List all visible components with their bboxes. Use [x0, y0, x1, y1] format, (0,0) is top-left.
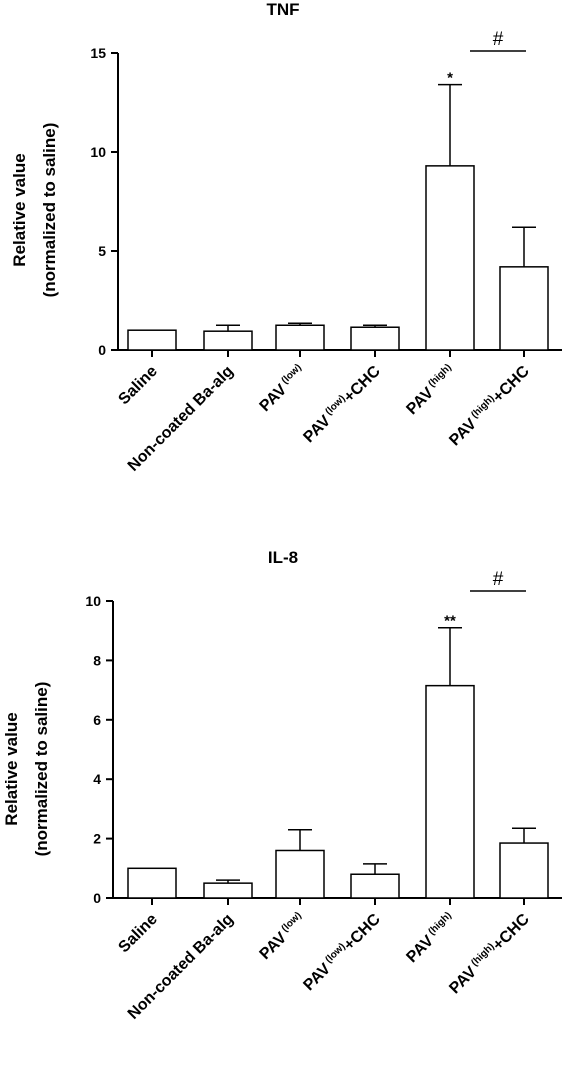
- category-label: PAV(low): [256, 362, 309, 415]
- significance-star: **: [444, 613, 456, 630]
- bar: [350, 873, 400, 899]
- category-label: PAV(low): [256, 910, 309, 963]
- y-tick-label: 0: [98, 342, 106, 358]
- y-axis-label: Relative value: [2, 712, 21, 825]
- bar: [127, 329, 177, 351]
- category-label: PAV(high)+CHC: [446, 910, 534, 998]
- il8-chart: IL-8 Relative value (normalized to saline)…: [2, 548, 562, 1023]
- category-main: PAV: [446, 963, 480, 997]
- category-main: Saline: [115, 911, 160, 956]
- significance-star: *: [447, 70, 453, 87]
- category-label: Saline: [115, 363, 160, 408]
- category-subscript: (low): [280, 362, 304, 386]
- bar: [203, 882, 253, 899]
- category-main: PAV: [300, 412, 334, 446]
- bar: [425, 684, 475, 899]
- chart-title: TNF: [266, 0, 299, 19]
- bar: [275, 324, 325, 351]
- category-label: PAV(low)+CHC: [300, 362, 384, 446]
- category-label: PAV(high): [403, 910, 459, 966]
- significance-hash: #: [493, 29, 504, 50]
- category-subscript: (high): [426, 910, 453, 937]
- category-suffix: +CHC: [490, 910, 533, 953]
- y-tick-label: 2: [93, 831, 101, 847]
- category-suffix: +CHC: [341, 362, 384, 405]
- y-axis-label: Relative value: [10, 153, 29, 266]
- bar: [499, 266, 549, 351]
- bar: [127, 867, 177, 899]
- category-label: PAV(high): [403, 362, 459, 418]
- category-main: PAV: [446, 415, 480, 449]
- bar: [499, 842, 549, 899]
- y-axis-sublabel: (normalized to saline): [40, 123, 59, 298]
- category-main: PAV: [257, 381, 291, 415]
- y-tick-label: 10: [85, 593, 101, 609]
- category-main: Saline: [115, 363, 160, 408]
- category-main: PAV: [403, 932, 437, 966]
- y-tick-label: 15: [90, 45, 106, 61]
- y-tick-label: 6: [93, 712, 101, 728]
- significance-hash: #: [493, 569, 504, 590]
- bar: [425, 165, 475, 351]
- category-main: PAV: [257, 929, 291, 963]
- y-tick-label: 8: [93, 652, 101, 668]
- y-tick-label: 0: [93, 890, 101, 906]
- bar: [275, 849, 325, 899]
- category-label: Saline: [115, 911, 160, 956]
- y-tick-label: 10: [90, 144, 106, 160]
- category-subscript: (high): [426, 362, 453, 389]
- bar: [203, 330, 253, 351]
- bar: [350, 326, 400, 351]
- y-tick-label: 5: [98, 243, 106, 259]
- category-suffix: +CHC: [490, 362, 533, 405]
- chart-title: IL-8: [268, 548, 298, 567]
- y-axis-sublabel: (normalized to saline): [32, 682, 51, 857]
- category-subscript: (low): [280, 910, 304, 934]
- category-label: PAV(low)+CHC: [300, 910, 384, 994]
- tnf-chart: TNF Relative value (normalized to saline) 0…: [10, 0, 562, 475]
- category-main: PAV: [300, 960, 334, 994]
- category-suffix: +CHC: [341, 910, 384, 953]
- y-tick-label: 4: [93, 771, 101, 787]
- category-main: PAV: [403, 384, 437, 418]
- category-label: PAV(high)+CHC: [446, 362, 534, 450]
